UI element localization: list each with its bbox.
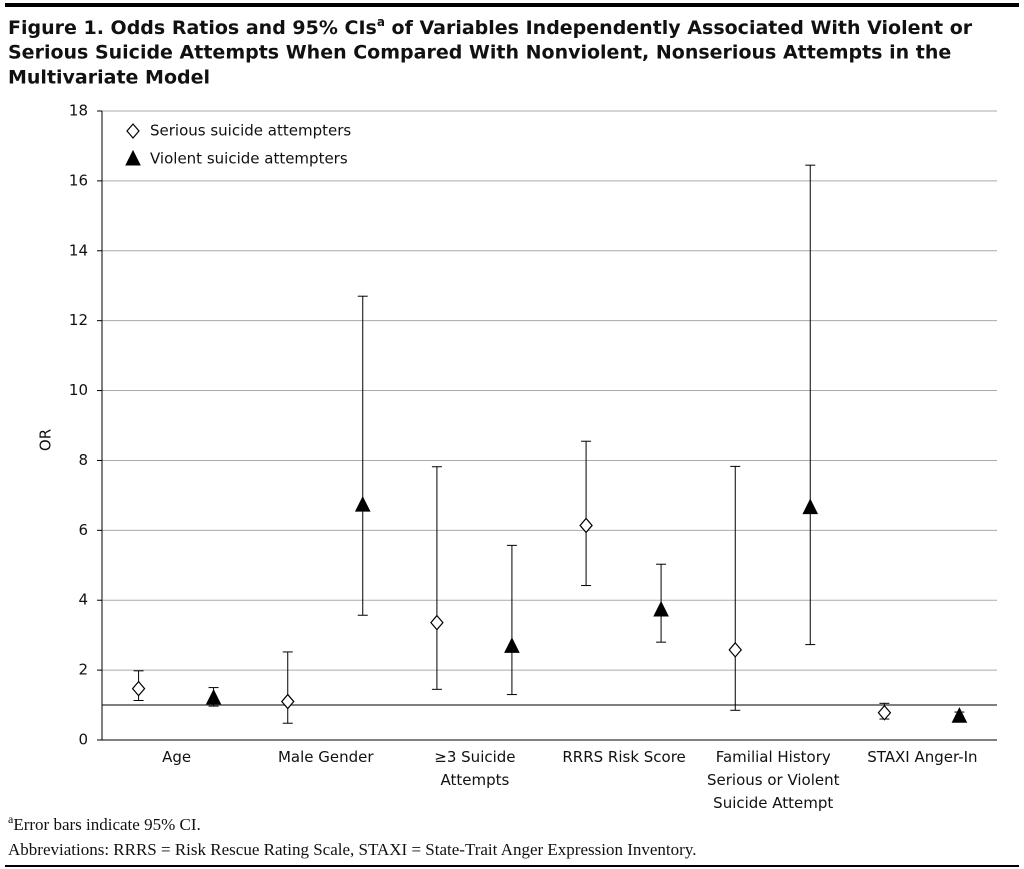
point-diamond (877, 704, 892, 721)
legend-label: Serious suicide attempters (150, 122, 351, 140)
y-tick-label: 6 (78, 521, 88, 539)
footnote-marker: a (8, 812, 14, 826)
y-tick-label: 12 (69, 311, 88, 329)
x-tick-label: Age (162, 748, 191, 766)
footnote-text: Error bars indicate 95% CI. (13, 815, 200, 834)
point-triangle (205, 688, 222, 705)
y-tick-label: 10 (69, 381, 88, 399)
legend-label: Violent suicide attempters (150, 150, 348, 168)
y-tick-label: 0 (78, 731, 88, 749)
title-superscript: a (377, 15, 385, 29)
point-diamond (579, 517, 593, 534)
point-triangle (354, 496, 371, 512)
point-triangle (653, 600, 669, 617)
title-text: of Variables Independently Associated Wi… (385, 17, 973, 39)
chart-title: Figure 1. Odds Ratios and 95% CIsa of Va… (8, 15, 973, 39)
y-tick-label: 8 (78, 451, 88, 469)
x-tick-label: STAXI Anger-In (867, 748, 977, 766)
point-diamond (280, 693, 295, 710)
point-diamond (131, 680, 146, 697)
chart-title: Multivariate Model (8, 67, 210, 89)
point-triangle (951, 707, 968, 723)
y-tick-label: 14 (69, 241, 88, 259)
top-rule (5, 3, 1019, 7)
footnote: aError bars indicate 95% CI. (8, 812, 201, 834)
x-tick-label: Familial History Serious or Violent Suicid… (707, 748, 840, 812)
point-triangle (504, 637, 520, 653)
y-axis-label: OR (37, 429, 55, 451)
y-tick-label: 18 (69, 102, 88, 120)
title-text: Figure 1. Odds Ratios and 95% CIs (8, 17, 377, 39)
x-tick-label: Male Gender (278, 748, 374, 766)
y-tick-label: 16 (69, 171, 88, 189)
chart-title: Serious Suicide Attempts When Compared W… (8, 42, 951, 64)
y-tick-label: 2 (78, 661, 88, 679)
x-tick-label: RRRS Risk Score (562, 748, 685, 766)
legend-marker (126, 123, 140, 139)
legend-marker (125, 149, 141, 166)
point-diamond (728, 641, 743, 658)
point-diamond (430, 614, 444, 631)
y-tick-label: 4 (78, 591, 88, 609)
point-triangle (802, 498, 819, 515)
x-tick-label: ≥3 Suicide Attempts (434, 748, 515, 789)
bottom-rule (5, 865, 1019, 867)
footnote: Abbreviations: RRRS = Risk Rescue Rating… (8, 840, 696, 859)
